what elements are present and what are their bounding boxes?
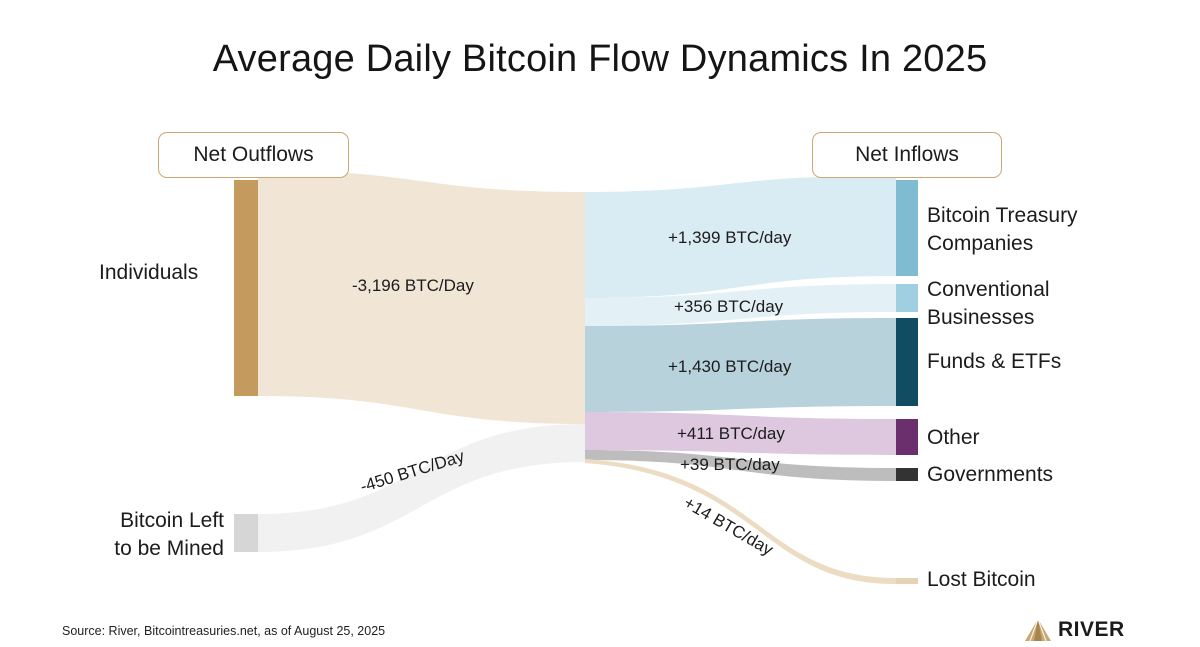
net-inflows-header: Net Inflows xyxy=(812,132,1002,178)
river-logo: RIVER xyxy=(1024,618,1125,642)
label-lost: Lost Bitcoin xyxy=(927,568,1036,591)
flow-label-conventional: +356 BTC/day xyxy=(674,297,784,316)
flow-mined xyxy=(258,424,585,552)
flow-label-governments: +39 BTC/day xyxy=(680,455,780,474)
page-title: Average Daily Bitcoin Flow Dynamics In 2… xyxy=(212,38,988,80)
node-conventional xyxy=(896,284,918,312)
flow-treasury xyxy=(585,176,896,298)
label-conventional: Conventional Businesses xyxy=(927,278,1050,329)
net-outflows-header: Net Outflows xyxy=(158,132,349,178)
label-individuals: Individuals xyxy=(99,261,199,284)
river-mountain-icon xyxy=(1025,618,1051,642)
flow-label-treasury: +1,399 BTC/day xyxy=(668,228,792,247)
flow-label-other: +411 BTC/day xyxy=(677,424,785,443)
node-lost xyxy=(896,578,918,584)
node-other xyxy=(896,419,918,455)
flow-label-individuals: -3,196 BTC/Day xyxy=(352,276,474,295)
node-treasury xyxy=(896,180,918,276)
flow-other xyxy=(585,412,896,455)
flow-funds xyxy=(585,318,896,412)
node-governments xyxy=(896,468,918,481)
label-other: Other xyxy=(927,426,980,449)
brand-name: RIVER xyxy=(1058,618,1125,641)
node-funds xyxy=(896,318,918,406)
source-note: Source: River, Bitcointreasuries.net, as… xyxy=(62,624,386,638)
label-mined: Bitcoin Left to be Mined xyxy=(114,509,224,560)
node-mined xyxy=(234,514,258,552)
flow-governments xyxy=(585,450,896,481)
flow-label-funds: +1,430 BTC/day xyxy=(668,357,792,376)
label-governments: Governments xyxy=(927,463,1054,486)
flow-individuals xyxy=(258,170,585,424)
label-treasury: Bitcoin Treasury Companies xyxy=(927,204,1078,255)
label-funds: Funds & ETFs xyxy=(927,350,1062,373)
node-individuals xyxy=(234,180,258,396)
flow-conventional xyxy=(585,284,896,326)
